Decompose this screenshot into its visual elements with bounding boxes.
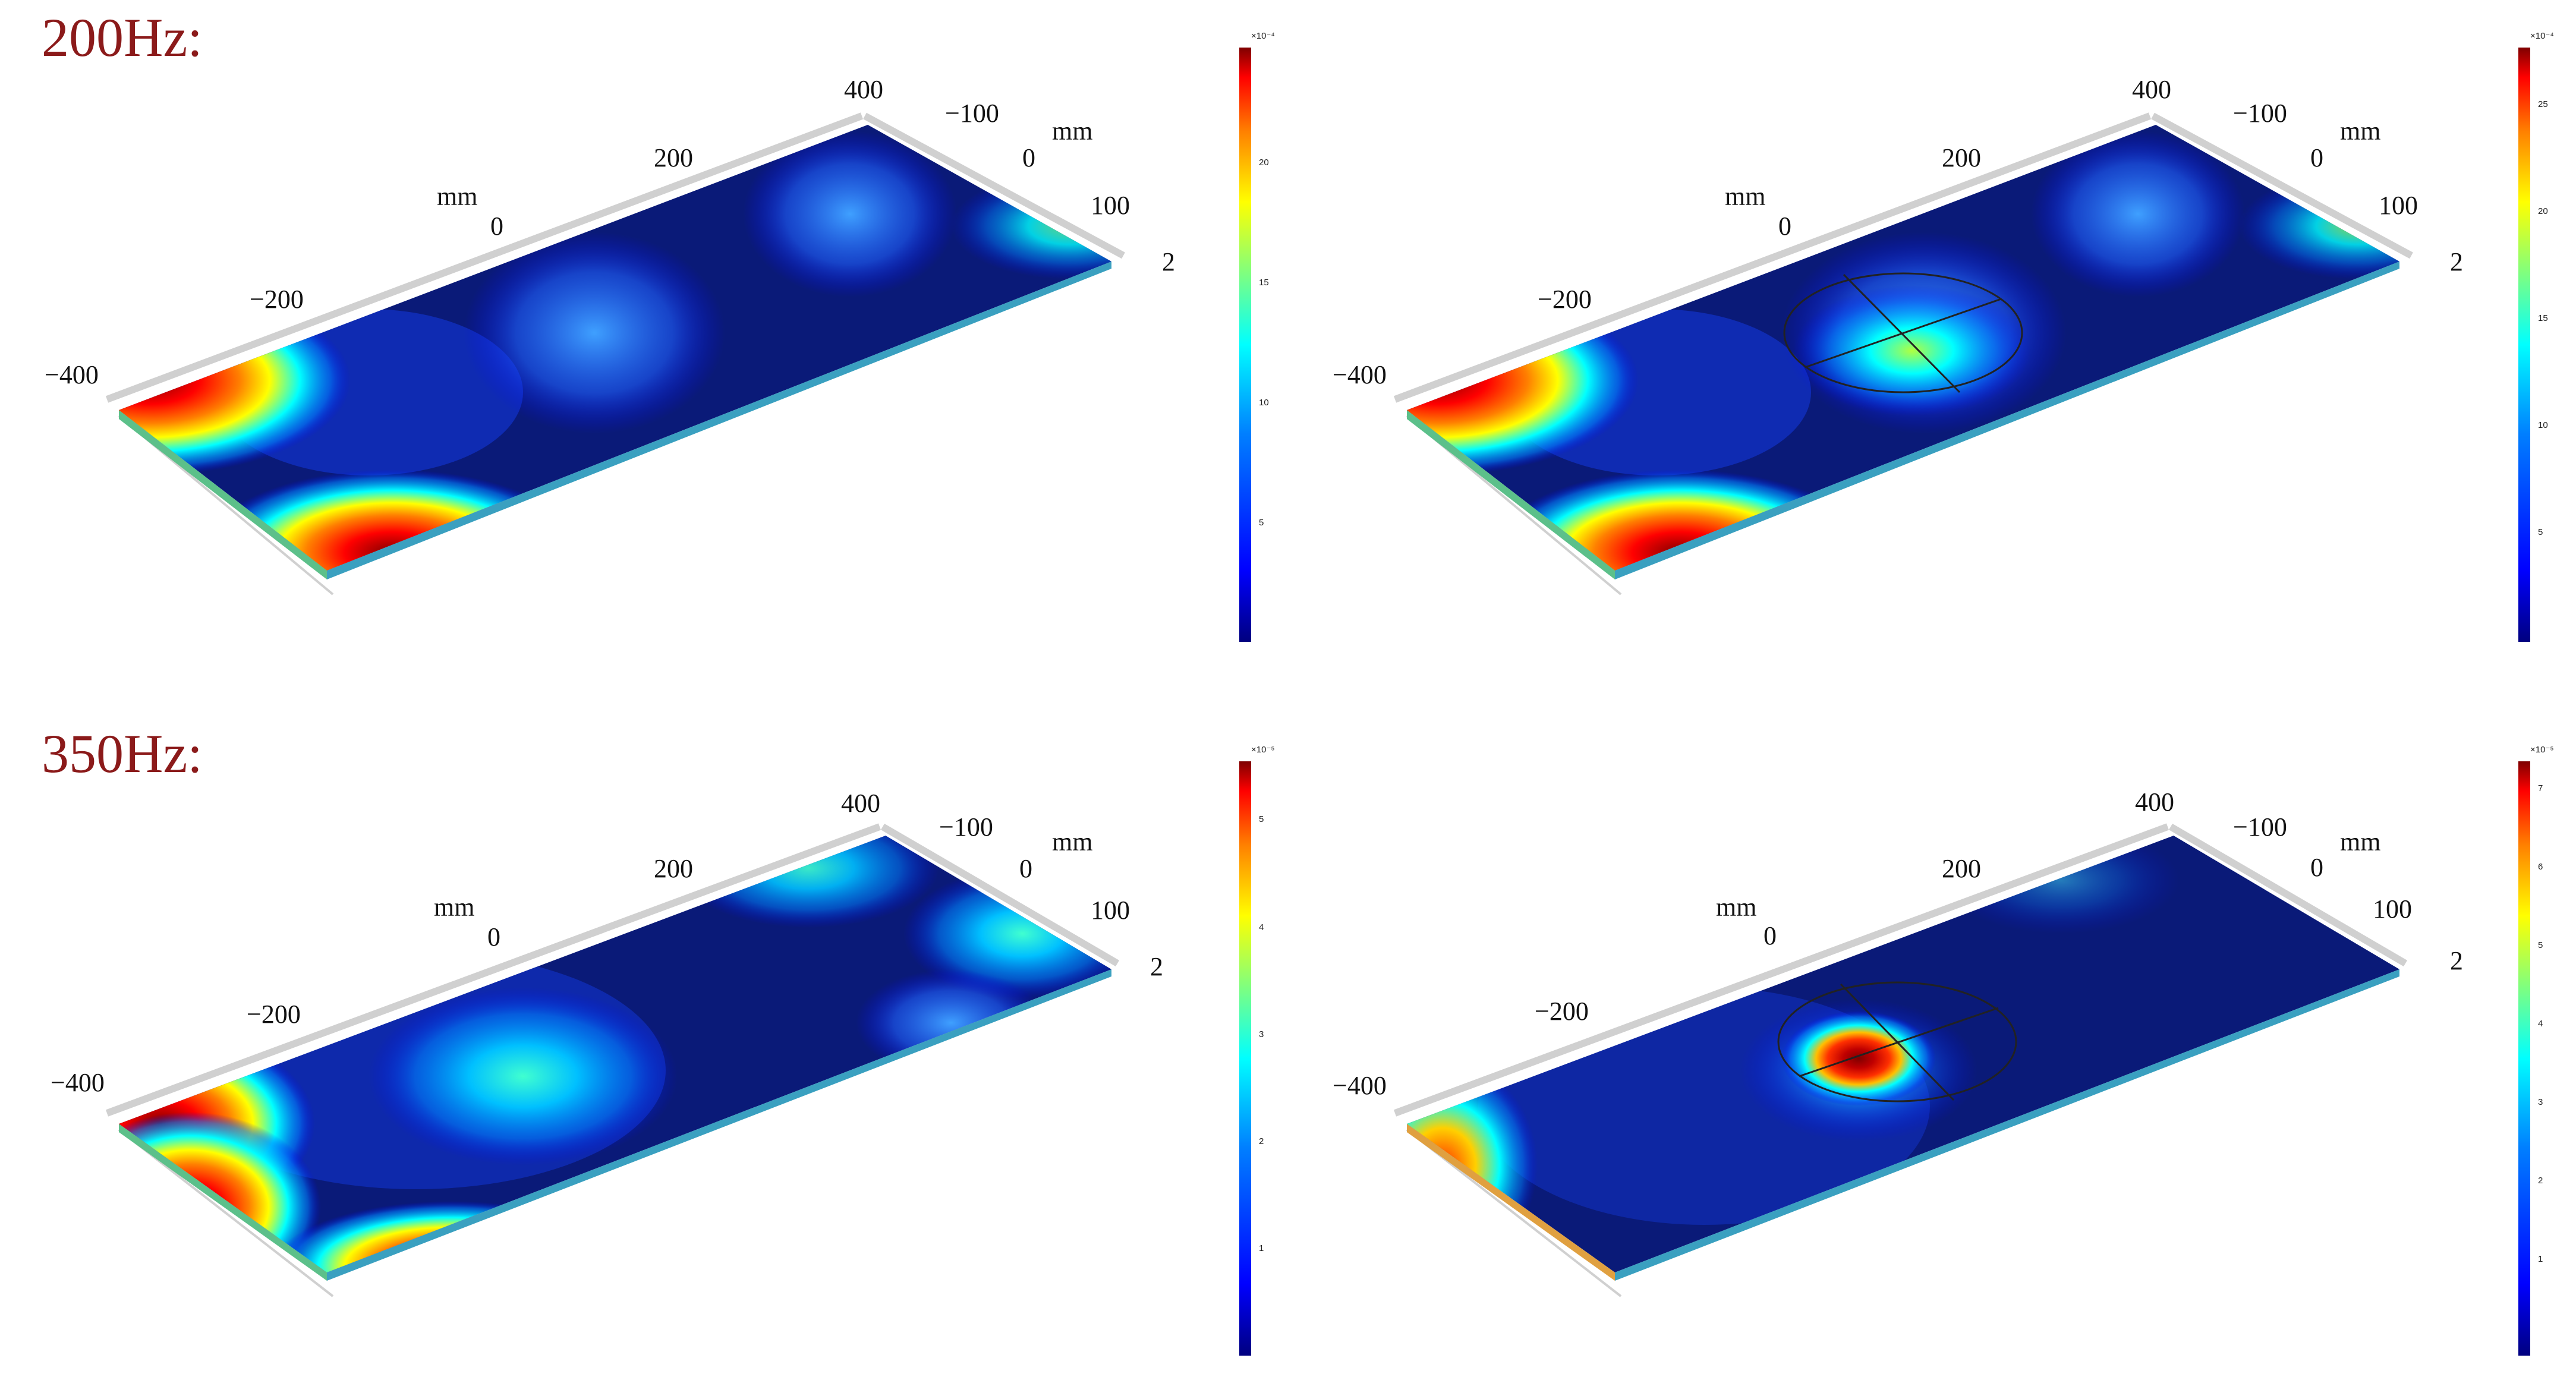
y-tick: 100: [2373, 894, 2412, 924]
colorbar-tick: 2: [2538, 1176, 2543, 1186]
axis-labels: −400 −200 0 200 400 mm −100 0 100 mm 2: [1333, 787, 2463, 1100]
y-tick: 100: [2379, 191, 2418, 220]
plate-surface: [1407, 836, 2399, 1281]
colorbar-tick: 10: [1259, 398, 1269, 408]
x-tick: 0: [487, 922, 500, 951]
x-tick: −200: [1535, 997, 1589, 1026]
x-tick: −200: [1538, 285, 1592, 314]
y-tick: −100: [939, 812, 993, 842]
colorbar-tick: 3: [2538, 1097, 2543, 1107]
colorbar: ×10⁻⁴ 20 15 10 5: [1239, 31, 1275, 642]
x-tick: 200: [1942, 854, 1981, 883]
y-tick: 100: [1091, 191, 1130, 220]
plot-panel-200hz-disc: −400 −200 0 200 400 mm −100 0 100 mm 2 ×…: [1288, 0, 2576, 690]
colorbar: ×10⁻⁵ 5 4 3 2 1: [1239, 745, 1275, 1356]
y-tick: 0: [1022, 143, 1035, 172]
plot-panel-200hz-plate: −400 −200 0 200 400 mm −100 0 100 mm 2 ×…: [0, 0, 1288, 690]
y-unit: mm: [1052, 827, 1092, 856]
colorbar-exponent: ×10⁻⁵: [1251, 745, 1275, 755]
y-tick: −100: [2233, 812, 2287, 842]
x-tick: 400: [2132, 75, 2171, 104]
y-tick: 0: [1019, 854, 1032, 883]
plate-surface: [119, 125, 1111, 579]
colorbar-tick: 1: [2538, 1254, 2543, 1264]
x-tick: 400: [841, 789, 880, 818]
disc-outline: [1777, 981, 2017, 1102]
z-tick: 2: [1150, 952, 1163, 981]
x-tick: 400: [844, 75, 883, 104]
x-unit: mm: [434, 893, 474, 922]
axis-labels: −400 −200 0 200 400 mm −100 0 100 mm 2: [51, 789, 1163, 1097]
colorbar-tick: 4: [2538, 1019, 2543, 1029]
axis-labels: −400 −200 0 200 400 mm −100 0 100 mm 2: [45, 75, 1175, 389]
axis-labels: −400 −200 0 200 400 mm −100 0 100 mm 2: [1333, 75, 2463, 389]
z-tick: 2: [2450, 247, 2463, 276]
colorbar-tick: 2: [1259, 1136, 1264, 1146]
z-tick: 2: [1162, 247, 1175, 276]
colorbar-tick: 4: [1259, 922, 1264, 932]
y-tick: −100: [2233, 99, 2287, 128]
row-title-350hz: 350Hz:: [42, 723, 203, 784]
colorbar-tick: 6: [2538, 862, 2543, 872]
colorbar-exponent: ×10⁻⁴: [2530, 31, 2554, 41]
plate-surface: [119, 836, 1111, 1281]
y-tick: −100: [945, 99, 999, 128]
colorbar-tick: 5: [1259, 518, 1264, 528]
colorbar-tick: 20: [1259, 157, 1269, 168]
x-unit: mm: [1716, 893, 1756, 922]
colorbar-exponent: ×10⁻⁴: [1251, 31, 1275, 41]
plot-panel-350hz-disc: −400 −200 0 200 400 mm −100 0 100 mm 2 ×…: [1288, 690, 2576, 1380]
y-unit: mm: [1052, 116, 1092, 146]
colorbar-tick: 15: [1259, 278, 1269, 288]
x-unit: mm: [437, 182, 477, 211]
x-tick: −200: [247, 1000, 301, 1029]
x-tick: 200: [654, 143, 693, 172]
x-tick: −400: [1333, 360, 1387, 389]
disc-outline: [1783, 272, 2023, 393]
colorbar-tick: 10: [2538, 420, 2548, 430]
y-unit: mm: [2340, 827, 2380, 856]
colorbar: ×10⁻⁴ 25 20 15 10 5: [2518, 31, 2554, 642]
z-tick: 2: [2450, 946, 2463, 975]
colorbar-tick: 5: [2538, 527, 2543, 537]
colorbar-tick: 15: [2538, 313, 2548, 323]
x-tick: −400: [51, 1068, 105, 1097]
plot-panel-350hz-plate: −400 −200 0 200 400 mm −100 0 100 mm 2 ×…: [0, 690, 1288, 1380]
colorbar-tick: 25: [2538, 99, 2548, 109]
y-tick: 100: [1091, 896, 1130, 925]
x-tick: −400: [45, 360, 99, 389]
x-tick: 0: [490, 212, 503, 241]
colorbar-tick: 3: [1259, 1029, 1264, 1039]
y-unit: mm: [2340, 116, 2380, 146]
colorbar-tick: 5: [1259, 814, 1264, 824]
y-tick: 0: [2310, 853, 2323, 882]
plate-surface: [1407, 125, 2399, 579]
colorbar-tick: 20: [2538, 206, 2548, 216]
x-unit: mm: [1725, 182, 1765, 211]
colorbar-tick: 5: [2538, 940, 2543, 950]
x-tick: 400: [2135, 787, 2174, 817]
x-tick: 0: [1763, 921, 1777, 950]
colorbar-exponent: ×10⁻⁵: [2530, 745, 2554, 755]
y-tick: 0: [2310, 143, 2323, 172]
row-title-200hz: 200Hz:: [42, 7, 203, 68]
x-tick: −200: [250, 285, 304, 314]
x-tick: 200: [1942, 143, 1981, 172]
colorbar-tick: 1: [1259, 1243, 1264, 1253]
colorbar-tick: 7: [2538, 783, 2543, 793]
x-tick: 0: [1778, 212, 1791, 241]
x-tick: −400: [1333, 1071, 1387, 1100]
colorbar: ×10⁻⁵ 7 6 5 4 3 2 1: [2518, 745, 2554, 1356]
x-tick: 200: [654, 854, 693, 883]
